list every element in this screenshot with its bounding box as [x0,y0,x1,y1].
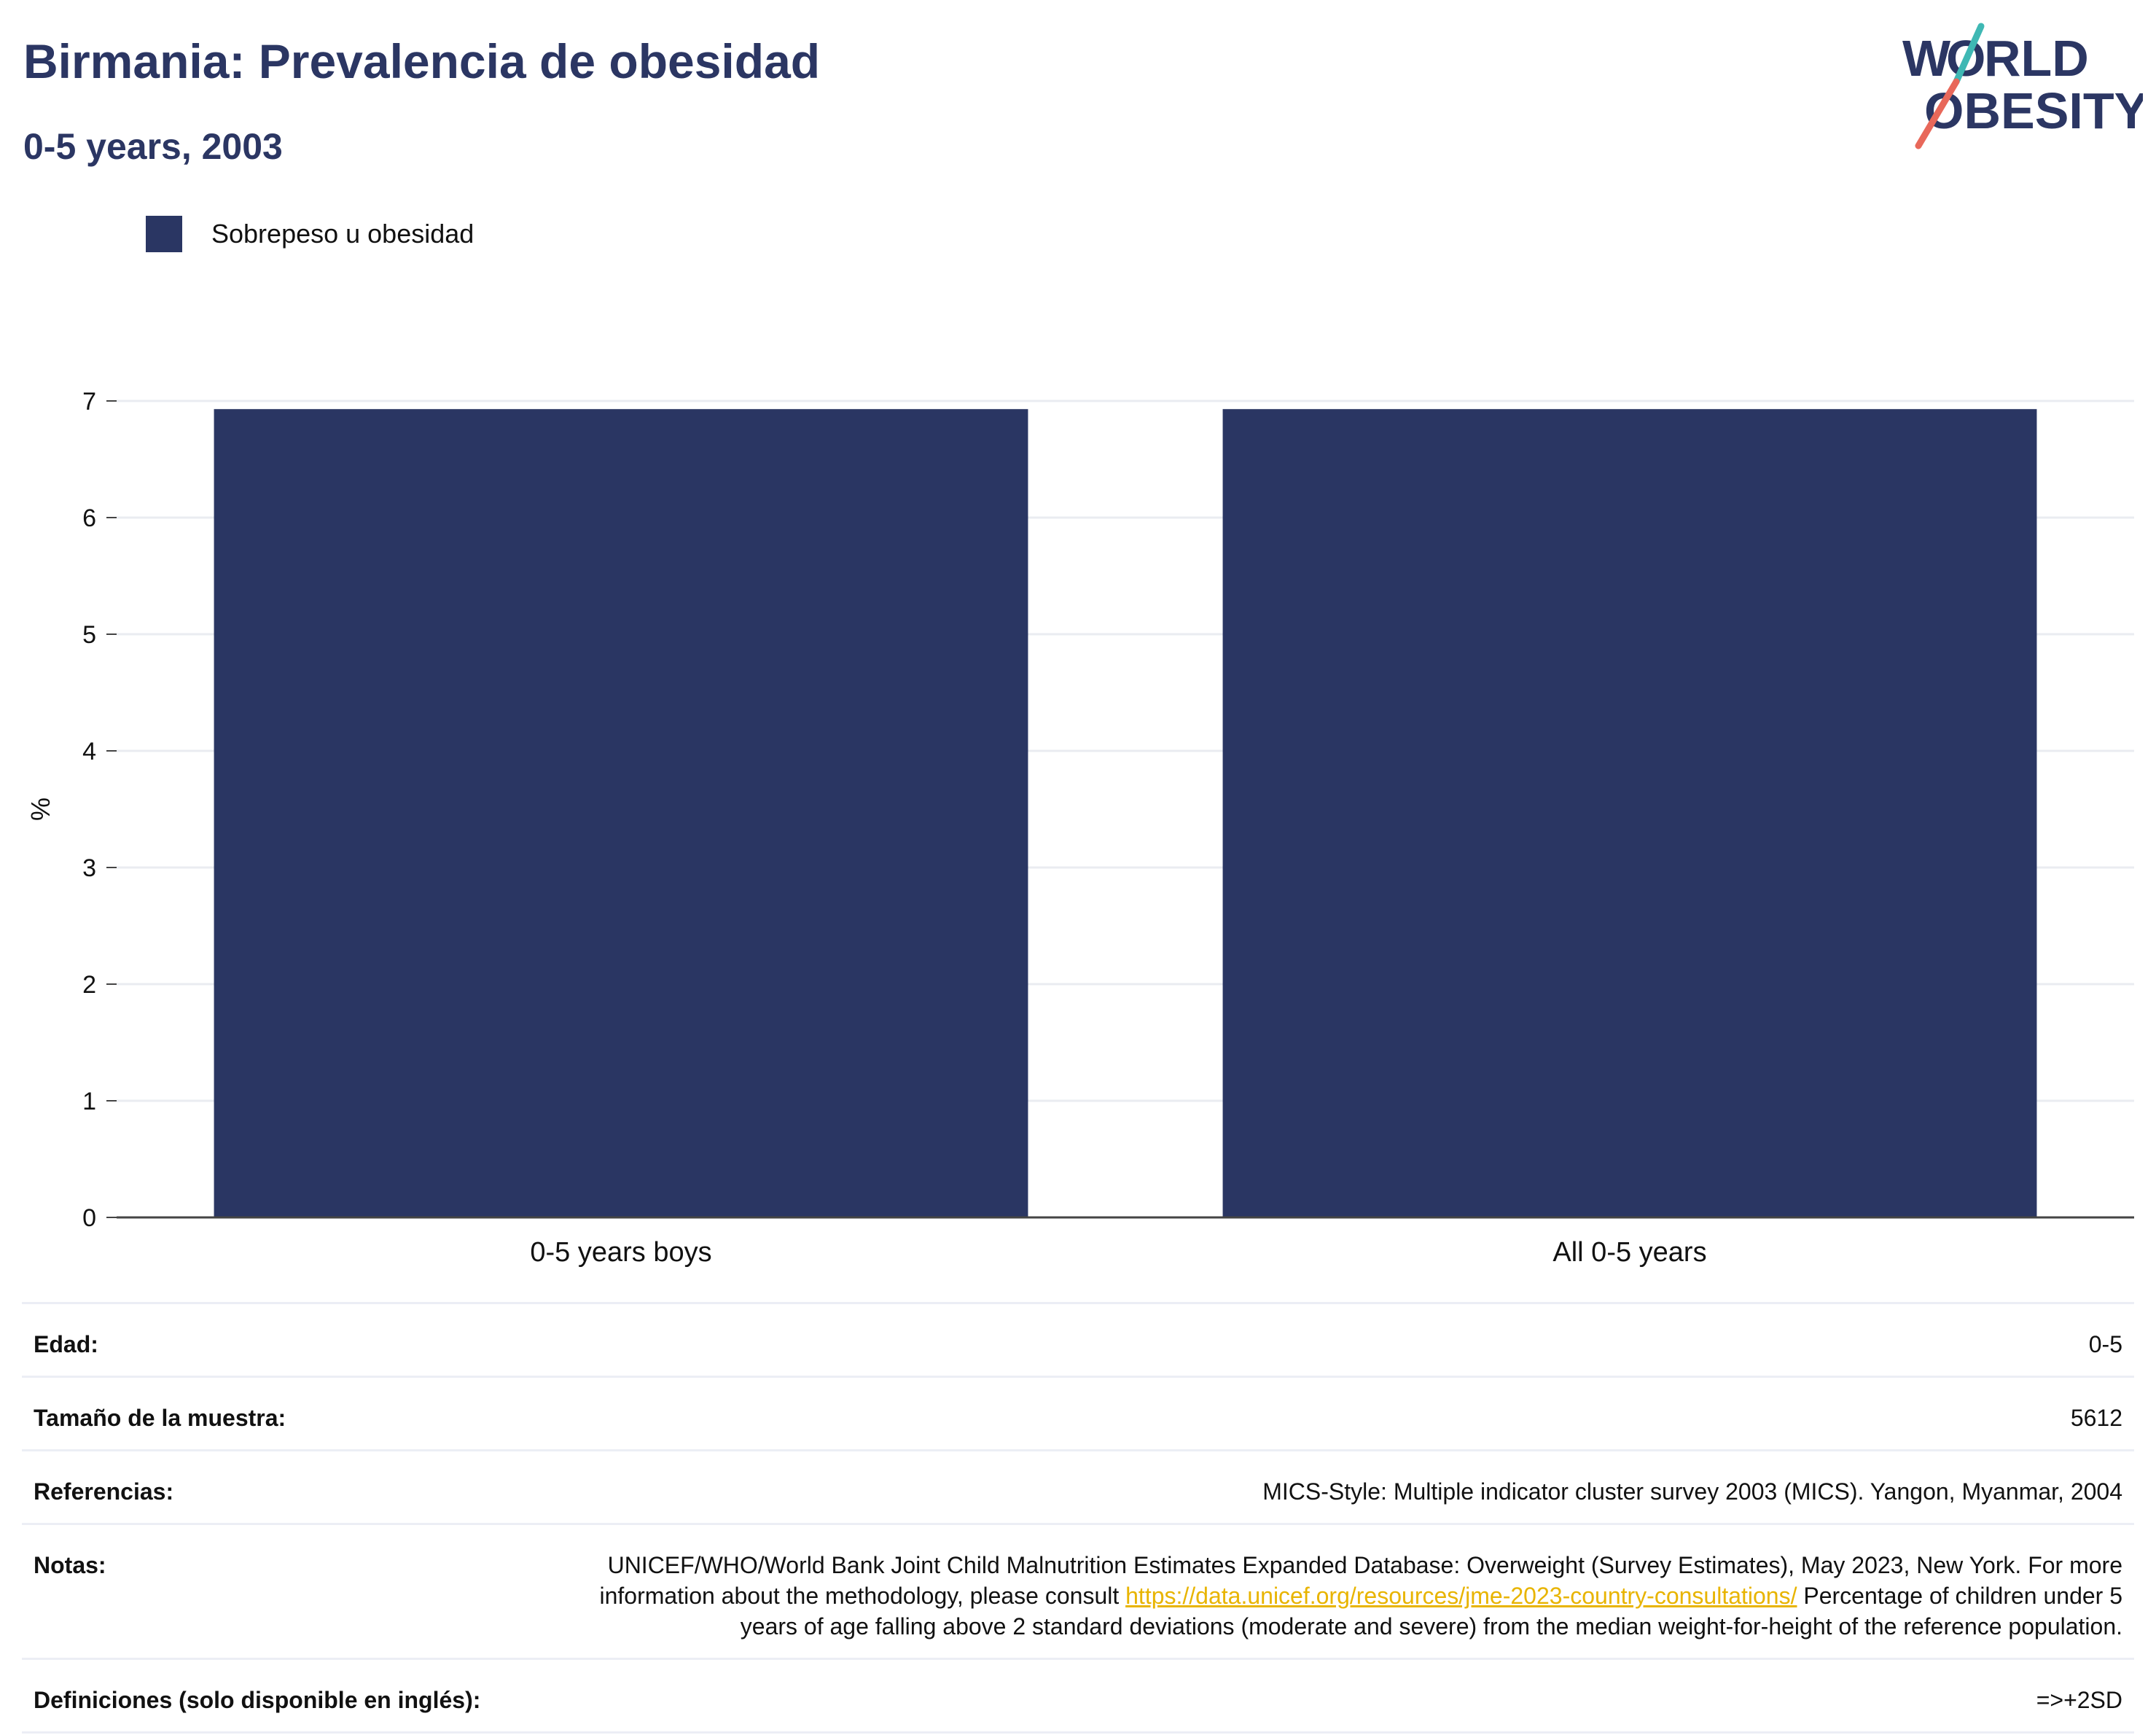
meta-label-references: Referencias: [34,1478,174,1505]
bar-chart: 0 1 2 3 4 5 6 7% 0-5 years boys All 0-5 years [26,388,2134,1268]
meta-row-age: Edad: 0-5 [22,1304,2134,1378]
y-tick-label: 2 [82,971,96,999]
notes-text-2: Percentage of children under 5 years of … [740,1583,2122,1640]
page-subtitle: 0-5 years, 2003 [23,126,283,167]
y-tick-label: 1 [82,1088,96,1115]
meta-row-sample: Tamaño de la muestra: 5612 [22,1378,2134,1451]
y-tick-label: 3 [82,854,96,882]
meta-label-definitions: Definiciones (solo disponible en inglés)… [34,1687,481,1713]
legend-swatch [146,216,182,252]
page-title: Birmania: Prevalencia de obesidad [23,34,821,88]
meta-row-notes: Notas: UNICEF/WHO/World Bank Joint Child… [22,1525,2134,1660]
meta-label-age: Edad: [34,1331,98,1357]
notes-text: UNICEF/WHO/World Bank Joint Child Malnut… [599,1552,2122,1609]
x-tick-label: 0-5 years boys [530,1237,711,1268]
meta-value-notes: UNICEF/WHO/World Bank Joint Child Malnut… [592,1550,2122,1642]
y-tick-label: 6 [82,504,96,532]
svg-text:W: W [1902,30,1950,87]
legend: Sobrepeso u obesidad [146,216,474,252]
y-tick-label: 4 [82,738,96,765]
meta-label-notes: Notas: [34,1552,106,1578]
bar [214,409,1028,1218]
y-tick-label: 0 [82,1204,96,1232]
meta-value-definitions: =>+2SD [2036,1687,2122,1713]
meta-row-references: Referencias: MICS-Style: Multiple indica… [22,1451,2134,1525]
world-obesity-logo: W O RLD OBESITY [1902,23,2143,149]
meta-label-sample: Tamaño de la muestra: [34,1405,286,1431]
x-tick-label: All 0-5 years [1552,1237,1706,1268]
meta-row-definitions: Definiciones (solo disponible en inglés)… [22,1660,2134,1734]
y-tick-label: 5 [82,621,96,649]
metadata-table: Edad: 0-5 Tamaño de la muestra: 5612 Ref… [22,1302,2134,1734]
legend-label: Sobrepeso u obesidad [211,219,474,249]
svg-text:RLD: RLD [1984,30,2089,87]
methodology-link[interactable]: https://data.unicef.org/resources/jme-20… [1125,1583,1797,1609]
meta-value-age: 0-5 [2088,1331,2122,1357]
y-axis-label: % [26,798,55,821]
meta-value-sample: 5612 [2070,1405,2122,1431]
meta-value-references: MICS-Style: Multiple indicator cluster s… [1262,1478,2122,1505]
y-tick-label: 7 [82,388,96,416]
bar [1222,409,2037,1218]
svg-text:OBESITY: OBESITY [1924,82,2143,139]
